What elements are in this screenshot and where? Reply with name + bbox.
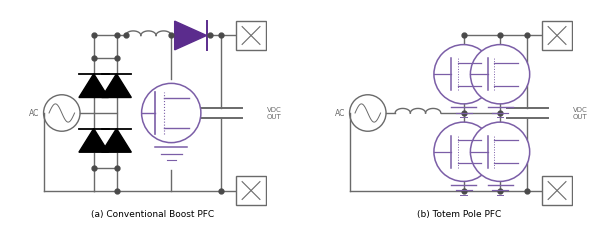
Polygon shape [102, 129, 132, 153]
Text: (a) Conventional Boost PFC: (a) Conventional Boost PFC [91, 209, 215, 218]
Circle shape [434, 45, 493, 104]
Text: AC: AC [335, 109, 345, 118]
Polygon shape [79, 129, 108, 153]
FancyBboxPatch shape [542, 22, 572, 51]
Polygon shape [102, 74, 132, 98]
FancyBboxPatch shape [542, 176, 572, 205]
Polygon shape [79, 74, 108, 98]
Text: VDC
OUT: VDC OUT [573, 107, 588, 120]
Circle shape [471, 45, 529, 104]
Text: VDC
OUT: VDC OUT [267, 107, 282, 120]
Circle shape [141, 84, 201, 143]
FancyBboxPatch shape [236, 22, 266, 51]
Text: AC: AC [29, 109, 39, 118]
Text: (b) Totem Pole PFC: (b) Totem Pole PFC [417, 209, 501, 218]
Circle shape [434, 123, 493, 182]
Polygon shape [174, 22, 207, 51]
FancyBboxPatch shape [236, 176, 266, 205]
Circle shape [471, 123, 529, 182]
